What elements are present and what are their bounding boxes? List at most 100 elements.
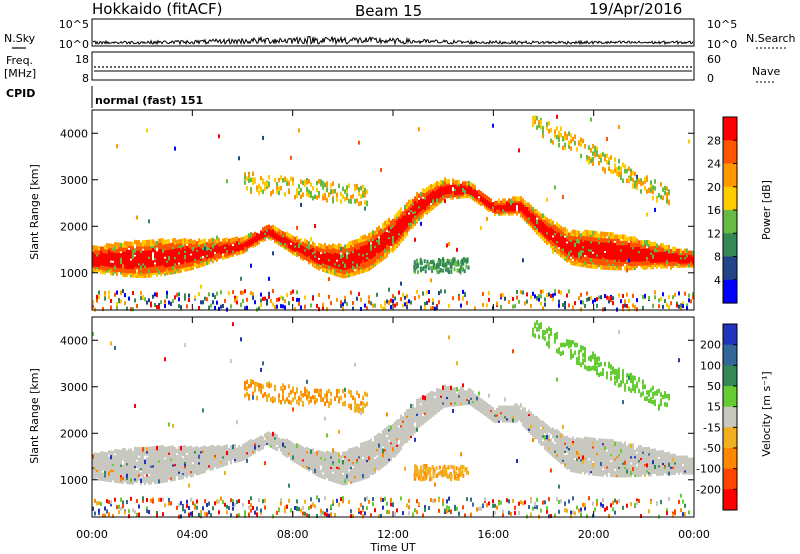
- echo-cell: [300, 179, 302, 184]
- echo-cell: [552, 220, 554, 226]
- echo-cell: [326, 197, 328, 203]
- echo-cell: [568, 245, 570, 250]
- echo-cell: [94, 511, 96, 516]
- echo-cell: [340, 244, 342, 249]
- echo-cell: [364, 234, 366, 239]
- echo-cell: [453, 259, 456, 264]
- echo-cell: [546, 125, 548, 131]
- echo-cell: [370, 244, 372, 249]
- echo-cell: [258, 240, 260, 245]
- echo-cell: [546, 293, 548, 298]
- echo-cell: [608, 248, 610, 254]
- echo-cell: [626, 178, 628, 183]
- echo-cell: [538, 211, 540, 216]
- power-data: [92, 114, 694, 312]
- echo-cell: [602, 256, 604, 262]
- echo-cell: [208, 239, 210, 244]
- echo-cell: [190, 445, 192, 451]
- echo-cell: [294, 194, 296, 200]
- echo-cell: [296, 297, 298, 302]
- echo-cell: [178, 256, 180, 261]
- echo-cell: [252, 292, 254, 297]
- echo-cell: [310, 193, 312, 198]
- echo-cell: [568, 251, 570, 256]
- echo-cell: [358, 201, 360, 207]
- echo-cell: [596, 303, 598, 308]
- echo-cell: [100, 455, 102, 460]
- echo-cell: [614, 251, 616, 256]
- echo-cell: [270, 191, 272, 196]
- echo-cell: [190, 238, 192, 244]
- echo-cell: [176, 243, 178, 249]
- echo-cell: [248, 178, 250, 183]
- echo-cell: [508, 202, 510, 208]
- echo-cell: [304, 238, 306, 244]
- echo-cell: [116, 452, 118, 457]
- echo-cell: [272, 289, 274, 294]
- echo-cell: [420, 202, 422, 207]
- echo-cell: [510, 198, 512, 203]
- echo-cell: [624, 299, 626, 304]
- echo-cell: [424, 188, 426, 194]
- echo-cell: [286, 231, 288, 237]
- echo-cell: [266, 181, 268, 187]
- echo-cell: [252, 171, 254, 176]
- echo-cell: [457, 262, 460, 267]
- echo-cell: [564, 227, 566, 232]
- echo-cell: [156, 513, 158, 518]
- echo-cell: [414, 296, 416, 301]
- echo-cell: [632, 293, 634, 298]
- echo-cell: [98, 511, 100, 516]
- echo-cell: [134, 510, 136, 514]
- echo-cell: [186, 304, 188, 309]
- echo-cell: [346, 302, 348, 307]
- echo-cell: [640, 189, 642, 194]
- echo-cell: [290, 176, 292, 181]
- echo-cell: [452, 190, 454, 196]
- echo-cell: [182, 504, 184, 508]
- echo-cell: [146, 128, 148, 133]
- echo-cell: [160, 300, 162, 305]
- echo-cell: [666, 263, 668, 269]
- echo-cell: [466, 193, 468, 199]
- echo-cell: [584, 229, 586, 235]
- echo-cell: [522, 198, 524, 203]
- echo-cell: [556, 222, 558, 227]
- echo-cell: [448, 303, 450, 308]
- echo-cell: [196, 241, 198, 246]
- echo-cell: [230, 304, 232, 309]
- echo-cell: [200, 512, 202, 517]
- echo-cell: [386, 250, 388, 256]
- echo-cell: [188, 505, 190, 510]
- echo-cell: [356, 296, 358, 301]
- echo-cell: [662, 187, 664, 192]
- echo-cell: [246, 176, 248, 181]
- echo-cell: [368, 258, 370, 263]
- echo-cell: [502, 293, 504, 298]
- echo-cell: [552, 237, 554, 242]
- echo-cell: [656, 197, 658, 202]
- echo-cell: [608, 299, 610, 304]
- echo-cell: [430, 183, 432, 189]
- echo-cell: [630, 172, 632, 177]
- echo-cell: [602, 166, 604, 172]
- echo-cell: [198, 306, 200, 310]
- echo-cell: [586, 263, 588, 268]
- echo-cell: [302, 180, 304, 185]
- echo-cell: [552, 249, 554, 254]
- echo-cell: [246, 305, 248, 310]
- echo-cell: [554, 224, 556, 229]
- echo-cell: [584, 244, 586, 249]
- echo-cell: [146, 498, 148, 502]
- echo-cell: [240, 250, 242, 255]
- echo-cell: [164, 304, 166, 308]
- echo-cell: [558, 234, 560, 239]
- echo-cell: [432, 192, 434, 198]
- echo-cell: [162, 457, 164, 462]
- echo-cell: [150, 469, 152, 474]
- echo-cell: [560, 290, 562, 295]
- echo-cell: [194, 469, 196, 475]
- echo-cell: [256, 185, 258, 190]
- echo-cell: [176, 505, 178, 510]
- echo-cell: [182, 466, 184, 471]
